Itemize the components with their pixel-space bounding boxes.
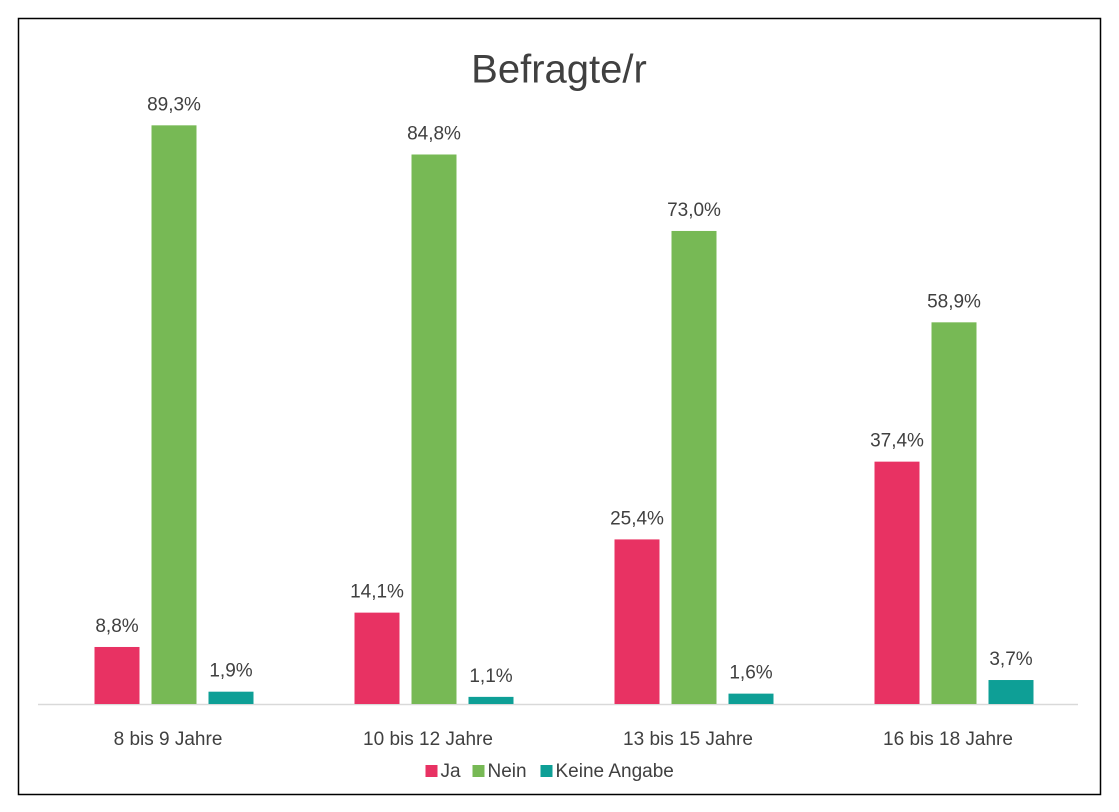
x-tick-label: 8 bis 9 Jahre: [114, 729, 223, 750]
bar: [468, 696, 514, 704]
bar: [411, 154, 457, 705]
data-label: 14,1%: [350, 582, 404, 603]
data-label: 25,4%: [610, 508, 664, 529]
bar: [931, 322, 977, 704]
data-label: 58,9%: [927, 291, 981, 312]
bar: [874, 461, 920, 704]
data-label: 1,9%: [209, 661, 252, 682]
legend-label: Keine Angabe: [556, 761, 674, 782]
bar: [208, 691, 254, 704]
data-label: 1,1%: [469, 666, 512, 687]
chart-frame: [17, 17, 1102, 796]
data-label: 89,3%: [147, 94, 201, 115]
bar: [988, 680, 1034, 704]
data-label: 3,7%: [989, 649, 1032, 670]
bar: [671, 230, 717, 704]
legend-label: Nein: [488, 761, 527, 782]
x-tick-label: 10 bis 12 Jahre: [363, 729, 493, 750]
bar: [94, 646, 140, 704]
legend-label: Ja: [441, 761, 462, 782]
bar: [354, 612, 400, 704]
chart-title: Befragte/r: [471, 48, 647, 92]
data-label: 73,0%: [667, 200, 721, 221]
legend-swatch: [472, 765, 485, 777]
bar: [728, 693, 774, 704]
legend-swatch: [540, 765, 553, 777]
x-tick-label: 16 bis 18 Jahre: [883, 729, 1013, 750]
data-label: 84,8%: [407, 124, 461, 145]
bar: [614, 539, 660, 704]
legend-swatch: [425, 765, 438, 777]
data-label: 8,8%: [95, 616, 138, 637]
bar: [151, 125, 197, 704]
x-tick-label: 13 bis 15 Jahre: [623, 729, 753, 750]
data-label: 37,4%: [870, 431, 924, 452]
data-label: 1,6%: [729, 663, 772, 684]
